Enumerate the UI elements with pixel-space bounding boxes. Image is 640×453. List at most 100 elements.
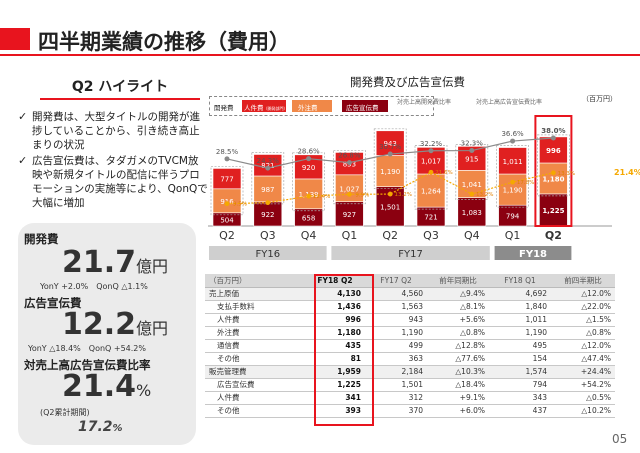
bar-segment	[212, 168, 242, 190]
kpi-ratio-sub-value: 17.2%	[78, 419, 123, 435]
data-label: 1,083	[462, 209, 482, 217]
table-row: 人件費 341 312 +9.1% 343 △0.5%	[205, 391, 615, 405]
ad-ratio-point	[224, 201, 230, 207]
table-row: その他 393 370 +6.0% 437 △10.2%	[205, 404, 615, 418]
highlight-bullet-1: ✓ 開発費は、大型タイトルの開発が進捗していることから、引き続き高止まりの状況	[18, 110, 200, 151]
table-cell: 人件費	[205, 391, 305, 405]
table-cell: 支払手数料	[205, 300, 305, 314]
table-cell: +9.1%	[427, 391, 489, 405]
data-label: 987	[261, 186, 274, 194]
table-cell: 794	[489, 378, 551, 392]
table-cell: 996	[305, 313, 365, 327]
dev-ratio-point	[428, 148, 434, 154]
table-cell: △8.1%	[427, 300, 489, 314]
kpi-panel: 開発費 21.7億円 YonY +2.0% QonQ △1.1% 広告宣伝費 1…	[18, 223, 196, 445]
dev-box	[496, 145, 529, 208]
table-cell: 通信費	[205, 339, 305, 353]
table-cell: 外注費	[205, 326, 305, 340]
table-cell: 81	[305, 352, 365, 366]
table-row: 外注費 1,180 1,190 △0.8% 1,190 △0.8%	[205, 326, 615, 340]
table-cell: 4,130	[305, 287, 365, 301]
header-accent-bar	[0, 28, 30, 50]
tick-label: Q2	[219, 229, 235, 242]
tick-label: Q1	[505, 229, 521, 242]
table-cell: 343	[489, 391, 551, 405]
legend-outsource: 外注費	[298, 104, 318, 112]
table-cell: 売上原価	[205, 287, 305, 301]
table-cell: △10.2%	[551, 404, 615, 418]
table-cell: △12.0%	[551, 339, 615, 353]
dev-ratio-label: 32.2%	[420, 140, 443, 148]
dev-box	[537, 134, 570, 197]
table-cell: 341	[305, 391, 365, 405]
table-cell: △77.6%	[427, 352, 489, 366]
bar-segment	[375, 155, 405, 187]
page-title: 四半期業績の推移（費用）	[38, 30, 290, 54]
header: 四半期業績の推移（費用）	[0, 22, 640, 56]
data-label: 996	[546, 147, 561, 155]
highlight-bullet-2: ✓ 広告宣伝費は、タダガメのTVCM放映や新規タイトルの配信に伴うプロモーション…	[18, 154, 208, 209]
table-cell: +24.4%	[551, 365, 615, 379]
table-cell: 154	[489, 352, 551, 366]
dev-ratio-point	[265, 165, 271, 171]
ad-ratio-point	[428, 169, 434, 175]
tick-label: Q4	[301, 229, 317, 242]
legend-personnel-swatch	[242, 100, 286, 112]
header-rule	[0, 54, 640, 56]
kpi-dev-value: 21.7億円	[62, 245, 169, 280]
table-cell: 943	[365, 313, 427, 327]
fiscal-year-label: FY18	[519, 249, 547, 260]
table-cell: △9.4%	[427, 287, 489, 301]
ad-ratio-point	[265, 200, 271, 206]
table-cell: 437	[489, 404, 551, 418]
table-cell: △10.3%	[427, 365, 489, 379]
dev-box	[210, 166, 244, 216]
table-cell: 販売管理費	[205, 365, 305, 379]
tick-label: Q3	[260, 229, 276, 242]
legend-outsource-swatch	[292, 100, 332, 112]
kpi-ratio-sub: (Q2累計期間)	[40, 408, 90, 417]
table-header-2: FY17 Q2	[365, 274, 427, 288]
chart-legend: 開発費 人件費（開発部門） 外注費 広告宣伝費	[209, 96, 434, 116]
table-cell: 1,959	[305, 365, 365, 379]
table-cell: △0.8%	[551, 326, 615, 340]
table-cell: 1,190	[365, 326, 427, 340]
legend-ad-ratio: 対売上高広告宣伝費比率	[476, 99, 543, 106]
table-cell: +6.0%	[427, 404, 489, 418]
tick-label: Q3	[423, 229, 439, 242]
ad-ratio-point	[469, 191, 475, 197]
legend-group: 開発費	[214, 104, 234, 112]
dev-box	[414, 144, 448, 210]
dev-box	[373, 128, 407, 190]
dev-ratio-label: 24.3%	[257, 157, 280, 165]
ad-ratio-current-label: 21.4%	[614, 168, 640, 177]
table-cell: 1,501	[365, 378, 427, 392]
data-label: 922	[261, 211, 274, 219]
table-header-row: （百万円） FY18 Q2 FY17 Q2 前年同期比 FY18 Q1 前四半期比	[205, 274, 615, 288]
data-label: 927	[343, 211, 356, 219]
data-label: 658	[302, 214, 315, 222]
table-cell: 1,011	[489, 313, 551, 327]
ad-ratio-point	[347, 191, 352, 197]
table-cell: 人件費	[205, 313, 305, 327]
table-cell: その他	[205, 352, 305, 366]
table-cell: 広告宣伝費	[205, 378, 305, 392]
table-cell: △1.5%	[551, 313, 615, 327]
data-label: 1,041	[462, 181, 482, 189]
kpi-ad-label: 広告宣伝費	[24, 296, 82, 310]
table-cell: 1,574	[489, 365, 551, 379]
data-label: 1,011	[503, 158, 523, 166]
cost-table: （百万円） FY18 Q2 FY17 Q2 前年同期比 FY18 Q1 前四半期比 売上原…	[205, 274, 615, 418]
table-cell: 1,563	[365, 300, 427, 314]
ad-ratio-label: 9.5%	[233, 202, 247, 208]
dev-ratio-point	[306, 156, 312, 162]
dev-ratio-label: 32.3%	[461, 140, 484, 148]
table-header-3: 前年同期比	[427, 274, 489, 288]
dev-ratio-point	[346, 160, 352, 166]
fiscal-year-band	[494, 246, 572, 260]
bar-segment	[539, 162, 568, 195]
table-cell: 499	[365, 339, 427, 353]
table-cell: 370	[365, 404, 427, 418]
table-cell: +54.2%	[551, 378, 615, 392]
table-header-5: 前四半期比	[551, 274, 615, 288]
